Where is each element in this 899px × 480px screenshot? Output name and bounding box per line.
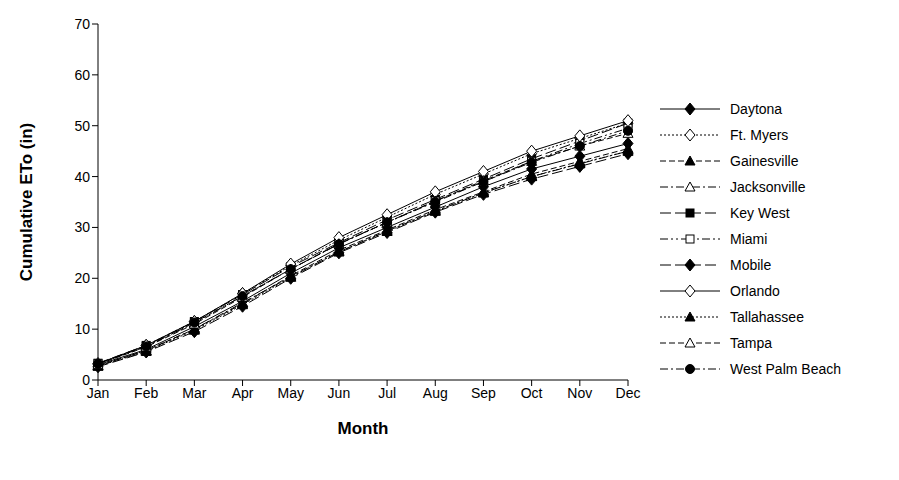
svg-text:May: May xyxy=(278,385,304,401)
svg-text:Aug: Aug xyxy=(423,385,448,401)
svg-text:Mar: Mar xyxy=(182,385,206,401)
svg-text:Oct: Oct xyxy=(521,385,543,401)
html-text:Miami: Miami xyxy=(730,231,768,247)
html-text:Jacksonville: Jacksonville xyxy=(730,179,806,195)
svg-text:60: 60 xyxy=(74,67,90,83)
svg-text:Dec: Dec xyxy=(616,385,641,401)
svg-text:Jun: Jun xyxy=(328,385,351,401)
html-text:Tampa: Tampa xyxy=(730,335,772,351)
svg-text:10: 10 xyxy=(74,321,90,337)
html-text:Orlando: Orlando xyxy=(730,283,780,299)
svg-text:70: 70 xyxy=(74,16,90,32)
html-text:Ft. Myers: Ft. Myers xyxy=(730,127,789,143)
svg-text:Sep: Sep xyxy=(471,385,496,401)
html-text:Tallahassee: Tallahassee xyxy=(730,309,804,325)
svg-text:0: 0 xyxy=(82,372,90,388)
svg-text:20: 20 xyxy=(74,270,90,286)
svg-text:Apr: Apr xyxy=(232,385,254,401)
svg-text:Cumulative ETo (in): Cumulative ETo (in) xyxy=(17,123,36,281)
svg-text:Jul: Jul xyxy=(378,385,396,401)
svg-text:50: 50 xyxy=(74,118,90,134)
html-text:West Palm Beach: West Palm Beach xyxy=(730,361,841,377)
svg-text:Month: Month xyxy=(338,419,389,438)
html-text:Daytona: Daytona xyxy=(730,101,783,117)
svg-text:Jan: Jan xyxy=(87,385,110,401)
html-text:Mobile: Mobile xyxy=(730,257,772,273)
svg-text:40: 40 xyxy=(74,169,90,185)
svg-text:30: 30 xyxy=(74,219,90,235)
svg-text:Feb: Feb xyxy=(134,385,158,401)
svg-text:Nov: Nov xyxy=(567,385,592,401)
html-text:Key West: Key West xyxy=(730,205,790,221)
html-text:Gainesville: Gainesville xyxy=(730,153,799,169)
